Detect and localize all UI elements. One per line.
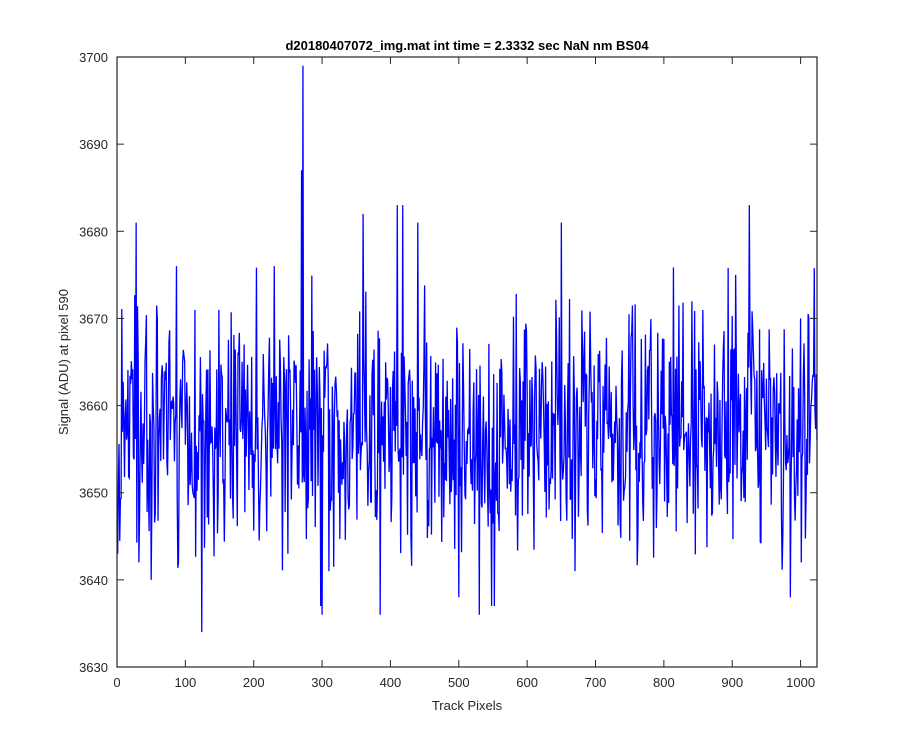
y-tick-label: 3680 xyxy=(79,224,108,239)
x-tick-label: 400 xyxy=(380,675,402,690)
y-tick-label: 3630 xyxy=(79,660,108,675)
axes-box xyxy=(116,56,818,668)
y-tick-label: 3650 xyxy=(79,486,108,501)
y-tick-label: 3700 xyxy=(79,50,108,65)
x-axis-ticks: 0 100 200 300 400 500 600 700 800 900 1000 xyxy=(113,57,815,690)
plot-background xyxy=(117,57,817,667)
x-tick-label: 500 xyxy=(448,675,470,690)
chart-title: d20180407072_img.mat int time = 2.3332 s… xyxy=(285,38,649,53)
x-tick-label: 800 xyxy=(653,675,675,690)
y-axis-label: Signal (ADU) at pixel 590 xyxy=(56,289,71,435)
y-tick-label: 3640 xyxy=(79,573,108,588)
y-axis-ticks: 3630 3640 3650 3660 3670 3680 3690 3700 xyxy=(79,50,817,675)
x-tick-label: 100 xyxy=(175,675,197,690)
x-axis-label: Track Pixels xyxy=(432,698,503,713)
x-tick-label: 200 xyxy=(243,675,265,690)
x-tick-label: 1000 xyxy=(786,675,815,690)
x-tick-label: 700 xyxy=(585,675,607,690)
y-tick-label: 3660 xyxy=(79,399,108,414)
x-tick-label: 600 xyxy=(516,675,538,690)
x-tick-label: 300 xyxy=(311,675,333,690)
x-tick-label: 0 xyxy=(113,675,120,690)
x-tick-label: 900 xyxy=(721,675,743,690)
y-tick-label: 3690 xyxy=(79,137,108,152)
y-tick-label: 3670 xyxy=(79,311,108,326)
series-line xyxy=(117,65,818,633)
